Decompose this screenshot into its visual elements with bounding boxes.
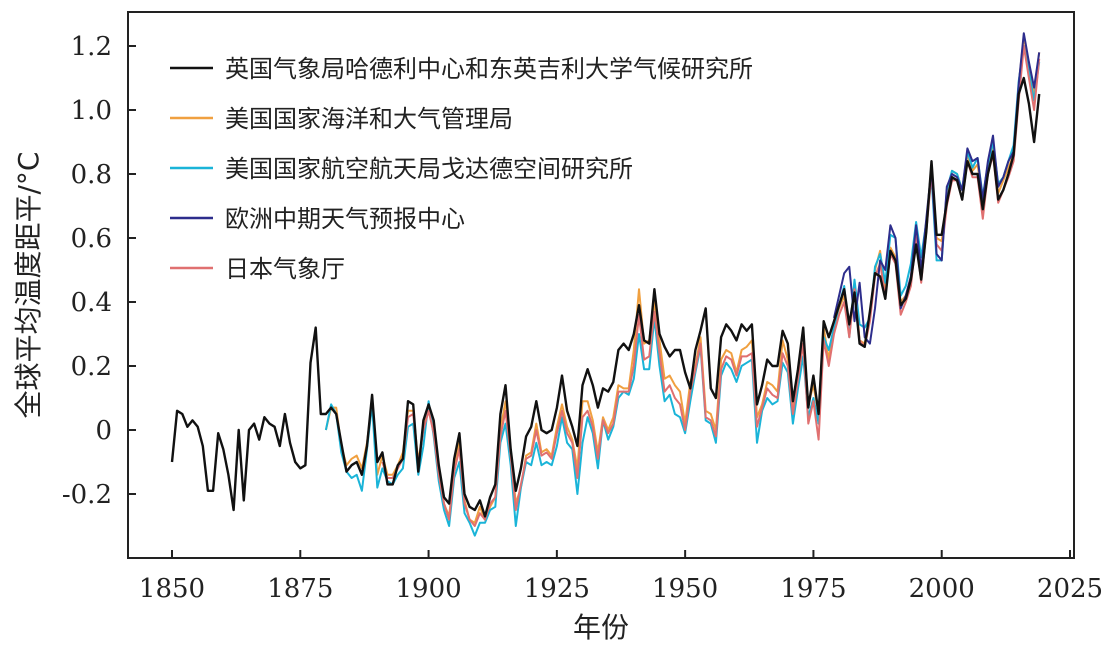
series-line-hadcrut xyxy=(170,76,1041,518)
legend-label: 美国国家航空航天局戈达德空间研究所 xyxy=(225,155,633,183)
y-axis-title: 全球平均温度距平/°C xyxy=(12,152,45,419)
series-lines xyxy=(170,32,1041,537)
y-tick-label: 0.2 xyxy=(71,352,112,382)
y-tick-label: 0.6 xyxy=(71,224,112,254)
legend-label: 欧洲中期天气预报中心 xyxy=(225,205,465,233)
legend-label: 日本气象厅 xyxy=(225,255,345,283)
y-tick-label: 0.8 xyxy=(71,160,112,190)
x-tick-label: 1875 xyxy=(267,574,333,604)
y-tick-label: 1.2 xyxy=(71,32,112,62)
x-axis-title: 年份 xyxy=(573,611,629,644)
x-tick-label: 1900 xyxy=(395,574,461,604)
x-tick-label: 2025 xyxy=(1037,574,1103,604)
x-tick-label: 2000 xyxy=(909,574,975,604)
plot-frame xyxy=(127,11,1075,559)
series-line-ecmwf xyxy=(833,32,1041,345)
y-tick-label: 0 xyxy=(95,416,112,446)
legend-label: 美国国家海洋和大气管理局 xyxy=(225,105,513,133)
legend-label: 英国气象局哈德利中心和东英吉利大学气候研究所 xyxy=(225,55,753,83)
series-line-nasa-giss xyxy=(324,45,1041,537)
x-tick-label: 1950 xyxy=(652,574,718,604)
y-tick-label: 1.0 xyxy=(71,96,112,126)
x-tick-label: 1850 xyxy=(139,574,205,604)
x-tick-label: 1975 xyxy=(780,574,846,604)
y-tick-label: -0.2 xyxy=(62,480,112,510)
y-tick-label: 0.4 xyxy=(71,288,112,318)
legend: 英国气象局哈德利中心和东英吉利大学气候研究所美国国家海洋和大气管理局美国国家航空… xyxy=(170,55,753,283)
x-tick-label: 1925 xyxy=(524,574,590,604)
axis-ticks: 1850 1875 1900 1925 1950 1975 2000 2025 -0.2 0 0.2… xyxy=(62,32,1103,604)
